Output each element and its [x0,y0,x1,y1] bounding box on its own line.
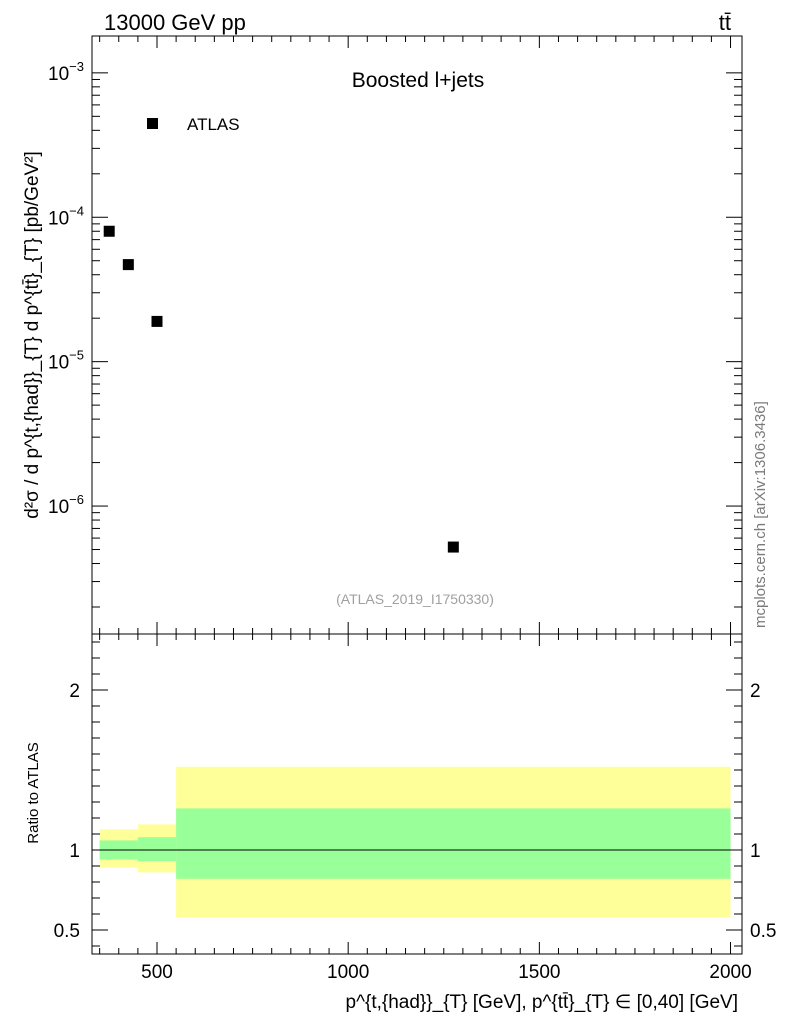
main-y-ticks: 10−3 10−4 10−5 10−6 [48,59,742,608]
data-point [103,225,115,237]
ratio-y-tick-label-right: 1 [750,841,761,862]
ratio-y-axis-label: Ratio to ATLAS [25,742,42,843]
ratio-y-tick-label: 2 [69,681,80,702]
data-point [122,259,134,271]
side-watermark: mcplots.cern.ch [arXiv:1306.3436] [752,401,769,628]
ratio-uncertainty-bands [99,766,731,918]
legend: ATLAS [147,115,240,134]
main-y-tick-label: 10−3 [48,59,84,85]
ratio-y-tick-label-right: 2 [750,681,761,702]
main-y-axis-label: d²σ / d p^{t,{had}}_{T} d p^{tt̄}_{T} [p… [22,151,43,519]
ratio-y-tick-label: 0.5 [54,921,80,942]
x-tick-label: 1500 [518,962,560,983]
legend-marker [147,118,158,129]
x-axis-label: p^{t,{had}}_{T} [GeV], p^{tt̄}_{T} ∈ [0,… [346,992,739,1013]
ratio-band-bin [176,808,731,879]
main-y-tick-label: 10−4 [48,203,84,229]
ratio-x-ticks: 500 1000 1500 2000 [99,634,752,983]
legend-label: ATLAS [187,115,240,134]
ratio-band-bin [137,837,177,862]
data-points [103,225,459,553]
data-point [447,541,459,553]
x-tick-label: 1000 [327,962,369,983]
ratio-plot-frame [91,633,743,955]
header-process-label: tt̄ [719,10,731,35]
main-plot-panel: 10−3 10−4 10−5 10−6 Boosted l+jets (ATLAS_2… [22,35,743,635]
main-y-tick-label: 10−6 [48,492,84,518]
main-y-tick-label: 10−5 [48,348,84,374]
ratio-y-tick-label: 1 [69,841,80,862]
ratio-plot-panel: 500 1000 1500 2000 0.5 0.5 1 1 2 2 Ratio to ATLA… [25,633,776,983]
header-energy-label: 13000 GeV pp [104,10,246,35]
analysis-watermark: (ATLAS_2019_I1750330) [336,591,494,607]
ratio-y-ticks: 0.5 0.5 1 1 2 2 [54,641,776,947]
main-chart-title: Boosted l+jets [352,69,485,92]
x-tick-label: 2000 [709,962,751,983]
main-x-ticks [99,36,732,634]
data-point [151,315,163,327]
x-tick-label: 500 [141,962,173,983]
ratio-y-tick-label-right: 0.5 [750,921,776,942]
